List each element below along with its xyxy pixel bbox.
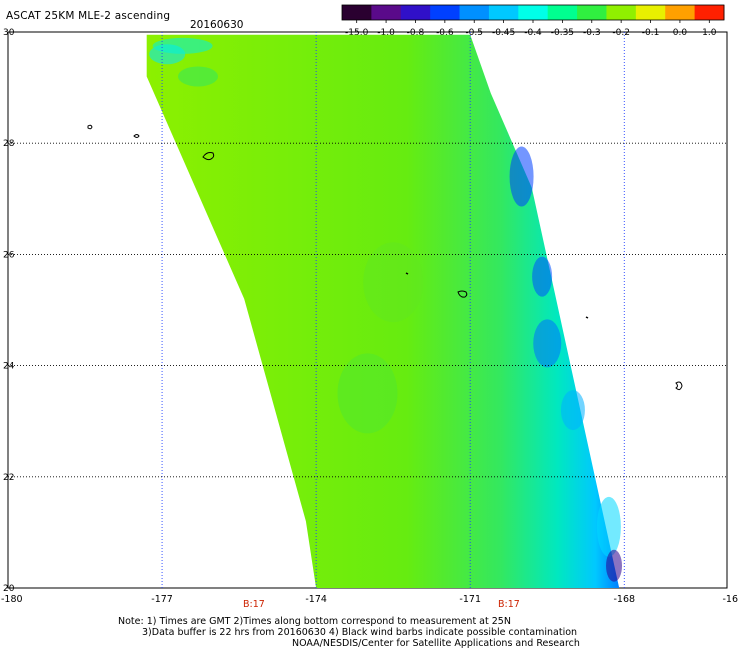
swath-shade [509,146,534,207]
colorbar-swatch [459,5,490,20]
latitude-label: 22 [3,473,14,483]
colorbar-swatch [342,5,372,20]
time-mark-2: B:17 [498,599,520,610]
colorbar-swatch [694,5,725,20]
swath-shade [532,256,553,297]
swath-shade [178,66,219,87]
map-date: 20160630 [190,19,244,31]
latitude-label: 20 [3,584,15,594]
note-line-1: Note: 1) Times are GMT 2)Times along bot… [118,616,511,627]
colorbar-label: -0.8 [407,28,425,38]
colorbar-label: -15.0 [345,28,369,38]
colorbar-label: -0.2 [612,28,630,38]
longitude-label: -180 [1,594,23,605]
island-outline [675,381,683,391]
colorbar-label: -0.45 [492,28,515,38]
colorbar-swatch [547,5,578,20]
swath-shade [363,242,424,323]
note-line-2: 3)Data buffer is 22 hrs from 20160630 4)… [142,627,578,638]
swath-shade [596,496,621,557]
colorbar-label: -0.35 [551,28,574,38]
latitude-label: 28 [3,139,15,149]
colorbar-swatch [606,5,637,20]
colorbar-label: -1.0 [377,28,395,38]
latitude-label: 26 [3,250,15,260]
colorbar-swatch [400,5,431,20]
colorbar-label: -0.4 [524,28,542,38]
longitude-label: -171 [459,594,481,605]
swath-shade [533,319,562,368]
colorbar-label: -0.3 [583,28,601,38]
longitude-label: -16 [722,594,738,605]
colorbar-swatch [430,5,461,20]
colorbar-label: -0.6 [436,28,454,38]
island-outline [202,152,215,161]
island-outline [405,272,409,275]
colorbar-swatch [488,5,519,20]
latitude-label: 30 [3,28,15,38]
longitude-label: -168 [614,594,636,605]
colorbar-swatch [665,5,696,20]
island-outline [133,134,140,138]
colorbar-swatch [577,5,607,20]
swath-shade [152,37,213,54]
colorbar-label: -0.5 [465,28,483,38]
colorbar-label: 0.0 [673,28,688,38]
note-line-3: NOAA/NESDIS/Center for Satellite Applica… [292,638,580,649]
swath-shade [606,549,623,582]
colorbar-swatch [371,5,402,20]
island-outline [87,124,93,130]
colorbar-label: 1.0 [702,28,717,38]
swath-shade [560,390,585,431]
colorbar-swatch [635,5,666,20]
island-outline [585,316,589,319]
color-scale-legend: -15.0 -1.0 -0.8 -0.6 -0.5 -0.45 -0.4 -0.35 -0.3 -… [341,4,725,38]
longitude-label: -177 [151,594,173,605]
map-title: ASCAT 25KM MLE-2 ascending [6,10,171,22]
time-mark-1: B:17 [243,599,265,610]
island-outline [457,290,468,298]
colorbar-label: -0.1 [642,28,660,38]
longitude-label: -174 [305,594,327,605]
swath-shade [337,353,398,434]
latitude-label: 24 [3,362,15,372]
colorbar-swatch [518,5,549,20]
